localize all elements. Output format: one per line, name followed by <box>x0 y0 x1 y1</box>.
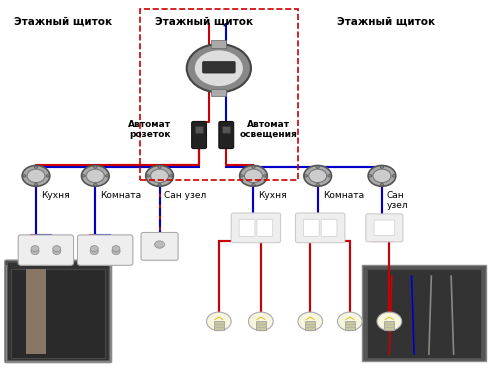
FancyBboxPatch shape <box>192 122 206 148</box>
Text: Комната: Комната <box>323 191 364 200</box>
Circle shape <box>151 169 168 183</box>
Circle shape <box>105 175 109 177</box>
Circle shape <box>22 165 50 186</box>
Circle shape <box>304 175 308 177</box>
Bar <box>214 321 224 330</box>
FancyBboxPatch shape <box>219 122 234 148</box>
Circle shape <box>146 165 173 186</box>
Text: Сан
узел: Сан узел <box>387 191 409 210</box>
Circle shape <box>53 246 61 252</box>
Circle shape <box>90 246 98 252</box>
Circle shape <box>316 166 320 168</box>
Text: Кухня: Кухня <box>258 191 287 200</box>
FancyBboxPatch shape <box>295 213 345 243</box>
FancyBboxPatch shape <box>303 219 319 236</box>
FancyBboxPatch shape <box>367 269 481 358</box>
Bar <box>195 126 203 133</box>
Circle shape <box>206 312 231 331</box>
Text: Этажный щиток: Этажный щиток <box>14 16 112 26</box>
Polygon shape <box>26 269 46 354</box>
FancyBboxPatch shape <box>18 235 74 265</box>
Text: Автомат
освещения: Автомат освещения <box>240 120 297 139</box>
Circle shape <box>248 312 273 331</box>
Circle shape <box>240 175 244 177</box>
Circle shape <box>263 175 267 177</box>
FancyBboxPatch shape <box>231 213 281 243</box>
Circle shape <box>82 175 85 177</box>
Bar <box>384 321 394 330</box>
Circle shape <box>380 184 384 186</box>
Circle shape <box>155 241 165 248</box>
Text: Сан узел: Сан узел <box>165 191 207 200</box>
Circle shape <box>252 184 255 186</box>
Text: Кухня: Кухня <box>41 191 70 200</box>
Bar <box>222 126 230 133</box>
FancyBboxPatch shape <box>366 214 403 242</box>
Circle shape <box>158 166 161 168</box>
Circle shape <box>146 175 150 177</box>
Circle shape <box>90 249 98 255</box>
Circle shape <box>392 175 395 177</box>
FancyBboxPatch shape <box>11 269 105 358</box>
Circle shape <box>46 175 49 177</box>
Circle shape <box>86 169 104 183</box>
Circle shape <box>31 246 39 252</box>
FancyBboxPatch shape <box>374 220 395 236</box>
Circle shape <box>298 312 323 331</box>
Circle shape <box>27 169 45 183</box>
Bar <box>256 321 266 330</box>
Circle shape <box>316 184 320 186</box>
FancyBboxPatch shape <box>5 260 112 362</box>
Bar <box>211 89 226 96</box>
Text: Этажный щиток: Этажный щиток <box>155 16 252 26</box>
Circle shape <box>194 50 244 87</box>
Circle shape <box>93 184 97 186</box>
Circle shape <box>309 169 327 183</box>
FancyBboxPatch shape <box>257 219 273 236</box>
FancyBboxPatch shape <box>362 265 486 362</box>
Circle shape <box>368 165 396 186</box>
Circle shape <box>53 249 61 255</box>
Circle shape <box>328 175 331 177</box>
Circle shape <box>187 44 251 92</box>
Circle shape <box>34 184 38 186</box>
Circle shape <box>337 312 362 331</box>
Circle shape <box>368 175 372 177</box>
Circle shape <box>252 166 255 168</box>
FancyBboxPatch shape <box>239 219 255 236</box>
Circle shape <box>22 175 26 177</box>
Circle shape <box>377 312 402 331</box>
Circle shape <box>82 165 109 186</box>
FancyBboxPatch shape <box>7 262 109 361</box>
Bar <box>305 321 315 330</box>
Text: Комната: Комната <box>100 191 141 200</box>
Circle shape <box>373 169 391 183</box>
Circle shape <box>169 175 173 177</box>
Circle shape <box>112 249 120 255</box>
Circle shape <box>380 166 384 168</box>
Circle shape <box>34 166 38 168</box>
FancyBboxPatch shape <box>141 233 178 260</box>
Circle shape <box>158 184 161 186</box>
Text: Автомат
розеток: Автомат розеток <box>128 120 171 139</box>
FancyBboxPatch shape <box>78 235 133 265</box>
Circle shape <box>93 166 97 168</box>
Circle shape <box>112 246 120 252</box>
Text: Этажный щиток: Этажный щиток <box>337 16 435 26</box>
Circle shape <box>304 165 331 186</box>
FancyBboxPatch shape <box>321 219 337 236</box>
Circle shape <box>31 249 39 255</box>
Circle shape <box>240 165 267 186</box>
Circle shape <box>245 169 262 183</box>
Bar <box>211 40 226 48</box>
Bar <box>345 321 355 330</box>
FancyBboxPatch shape <box>203 62 235 73</box>
FancyBboxPatch shape <box>6 265 110 362</box>
